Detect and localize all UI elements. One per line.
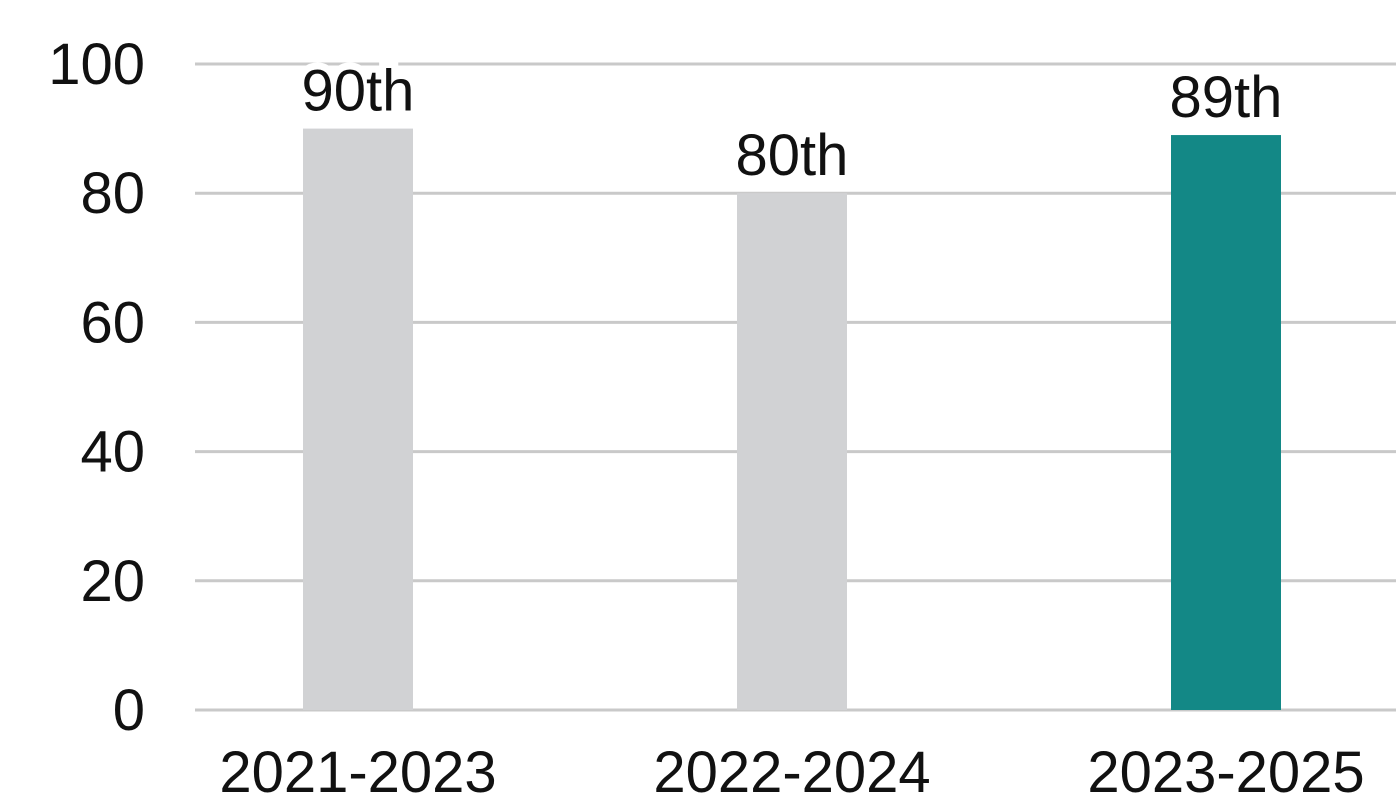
bar	[303, 128, 413, 711]
x-tick-label: 2021-2023	[219, 740, 496, 803]
y-tick-label: 80	[80, 161, 145, 226]
x-tick-label: 2022-2024	[653, 740, 930, 803]
y-tick-label: 100	[48, 32, 145, 97]
y-tick-label: 0	[113, 678, 145, 743]
bar	[1171, 135, 1281, 710]
value-label: 89th	[1170, 65, 1283, 130]
y-tick-label: 20	[80, 549, 145, 614]
x-tick-label: 2023-2025	[1087, 740, 1364, 803]
y-tick-label: 60	[80, 290, 145, 355]
y-tick-label: 40	[80, 420, 145, 485]
value-label: 80th	[736, 123, 849, 188]
value-label: 90th	[302, 59, 415, 124]
bar	[737, 193, 847, 710]
